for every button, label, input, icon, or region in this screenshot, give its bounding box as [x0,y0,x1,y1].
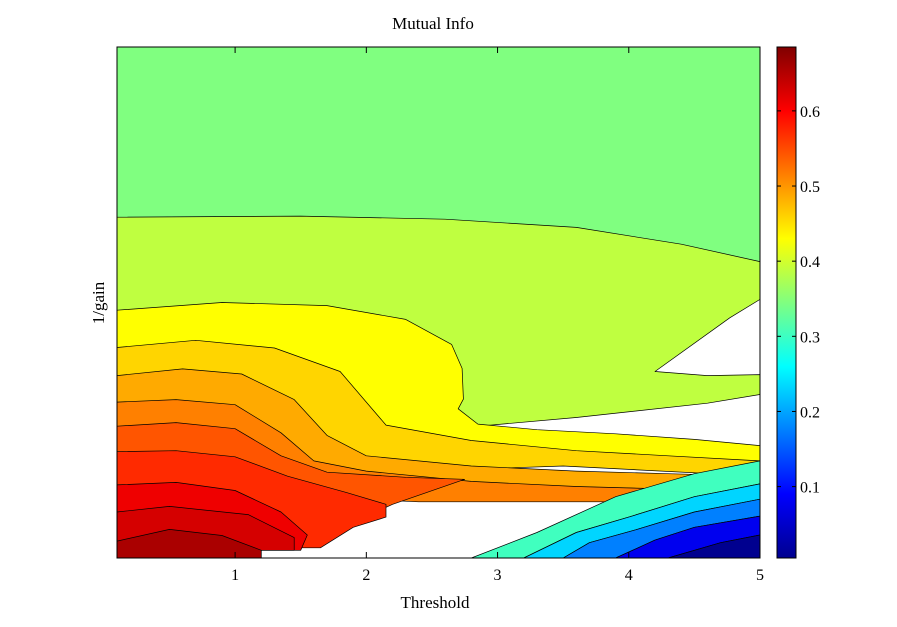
x-tick-label: 3 [494,567,502,584]
colorbar-tick-label: 0.4 [800,254,820,271]
x-tick-label: 4 [625,567,633,584]
x-tick-label: 1 [231,567,239,584]
contour-region-10 [117,529,262,558]
colorbar: 0.1 0.2 0.3 0.4 0.5 0.6 [776,46,820,559]
contour-region-15 [667,534,760,558]
x-axis-label: Threshold [401,593,470,612]
colorbar-tick-label: 0.3 [800,329,820,346]
x-tick-label: 5 [756,567,764,584]
colorbar-tick-label: 0.5 [800,179,820,196]
contour-plot-area: 1 2 3 4 5 [116,46,764,584]
plot-frame [116,46,761,559]
contour-region-0 [117,47,760,262]
y-axis-label: 1/gain [89,281,108,324]
contour-fills [117,47,760,558]
colorbar-tick-label: 0.6 [800,104,820,121]
colorbar-tick-label: 0.1 [800,480,820,497]
chart-title: Mutual Info [392,14,474,33]
x-tick-label: 2 [362,567,370,584]
colorbar-tick-label: 0.2 [800,404,820,421]
colorbar-bar [776,46,797,559]
